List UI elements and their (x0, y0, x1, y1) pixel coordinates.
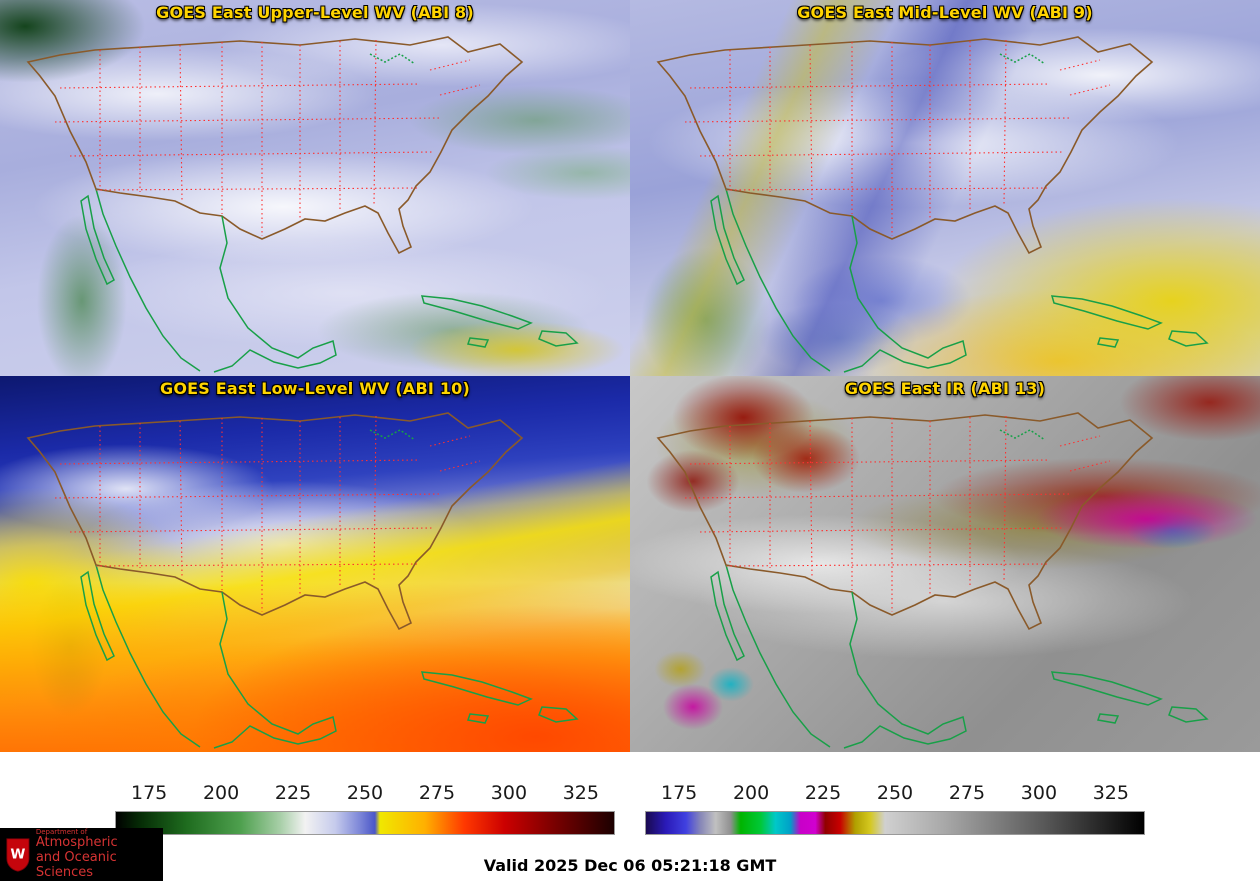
satellite-image-abi9 (630, 0, 1260, 376)
map-overlay (657, 412, 1208, 749)
wv-colorbar-gradient (115, 811, 615, 835)
colorbar-tick-label: 325 (562, 782, 599, 804)
panel-title-abi10: GOES East Low-Level WV (ABI 10) (159, 379, 470, 398)
colorbar-tick-label: 325 (1092, 782, 1129, 804)
logo-name-line2: and Oceanic Sciences (35, 850, 117, 880)
colorbar-tick-label: 300 (490, 782, 528, 804)
aos-department-logo: W Department of Atmospheric and Oceanic … (0, 828, 163, 881)
ir-colorbar-gradient (645, 811, 1145, 835)
footer: 175 200 225 250 275 300 325 175 200 225 … (0, 752, 1260, 881)
panel-upper-level-wv: GOES East Upper-Level WV (ABI 8) (0, 0, 630, 376)
panel-ir: GOES East IR (ABI 13) (630, 376, 1260, 752)
logo-name-line1: Atmospheric (35, 835, 118, 851)
map-overlay (657, 36, 1208, 373)
colorbar-tick-label: 175 (131, 782, 168, 804)
valid-timestamp: Valid 2025 Dec 06 05:21:18 GMT (483, 856, 777, 875)
colorbar-tick-label: 225 (804, 782, 842, 804)
panel-title-abi8: GOES East Upper-Level WV (ABI 8) (156, 3, 474, 22)
uw-crest-icon: W (6, 837, 30, 872)
svg-text:W: W (10, 846, 25, 862)
panel-low-level-wv: GOES East Low-Level WV (ABI 10) (0, 376, 630, 752)
colorbar-tick-label: 275 (948, 782, 986, 804)
colorbar-tick-label: 225 (274, 782, 312, 804)
colorbar-tick-label: 175 (661, 782, 698, 804)
colorbar-tick-label: 200 (732, 782, 770, 804)
panel-title-abi13: GOES East IR (ABI 13) (844, 379, 1046, 398)
satellite-panel-grid: GOES East Upper-Level WV (ABI 8) GOES Ea… (0, 0, 1260, 752)
logo-text: Department of Atmospheric and Oceanic Sc… (36, 828, 157, 881)
wv-colorbar-ticks: 175 200 225 250 275 300 325 (115, 782, 615, 804)
map-overlay (27, 412, 578, 749)
logo-dept-line: Department of (35, 828, 88, 837)
panel-mid-level-wv: GOES East Mid-Level WV (ABI 9) (630, 0, 1260, 376)
wv-colorbar: 175 200 225 250 275 300 325 (115, 782, 615, 835)
ir-colorbar-ticks: 175 200 225 250 275 300 325 (645, 782, 1145, 804)
satellite-image-abi13 (630, 376, 1260, 752)
panel-title-abi9: GOES East Mid-Level WV (ABI 9) (797, 3, 1093, 22)
satellite-image-abi10 (0, 376, 630, 752)
map-overlay (27, 36, 578, 373)
colorbar-tick-label: 275 (418, 782, 456, 804)
ir-colorbar: 175 200 225 250 275 300 325 (645, 782, 1145, 835)
colorbar-tick-label: 300 (1020, 782, 1058, 804)
colorbar-tick-label: 250 (876, 782, 914, 804)
colorbar-tick-label: 200 (202, 782, 240, 804)
satellite-image-abi8 (0, 0, 630, 376)
colorbar-tick-label: 250 (346, 782, 384, 804)
